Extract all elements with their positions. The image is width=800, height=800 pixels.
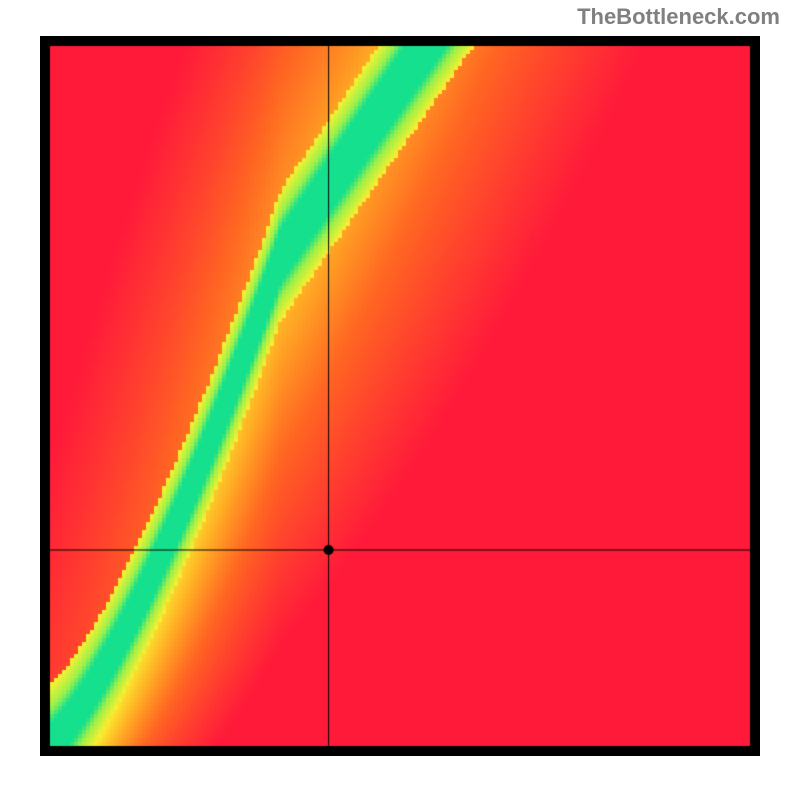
bottleneck-heatmap — [40, 36, 760, 756]
heatmap-canvas — [40, 36, 760, 756]
watermark-text: TheBottleneck.com — [577, 4, 780, 30]
